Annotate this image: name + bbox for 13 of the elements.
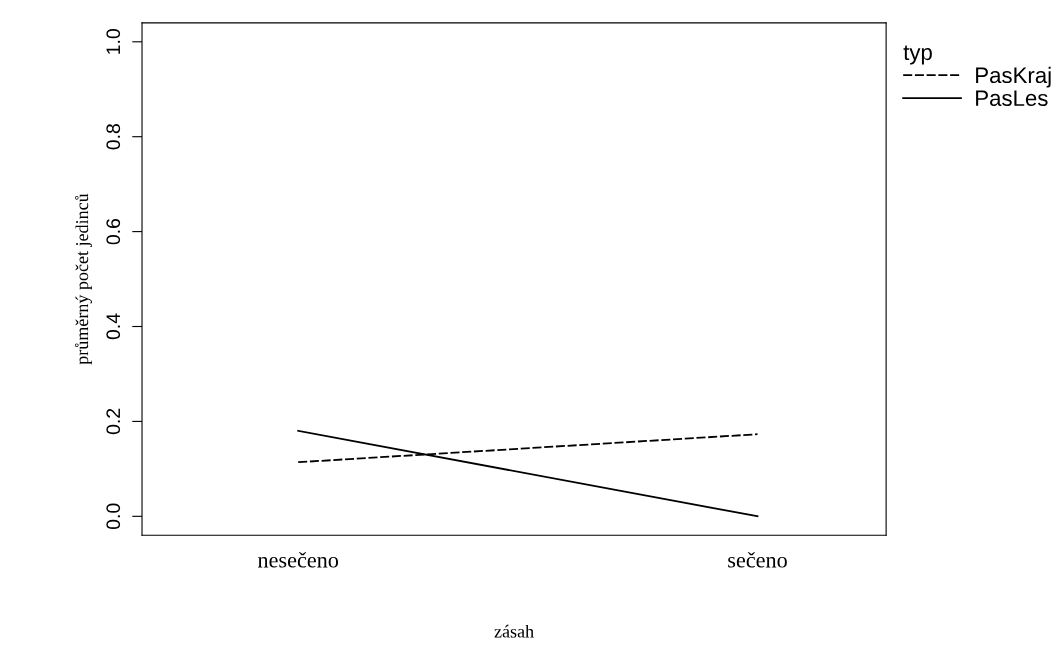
y-tick-label: 0.6	[106, 218, 121, 245]
legend-label: PasLes	[976, 90, 1048, 107]
y-tick-label: 0.2	[106, 408, 121, 435]
y-tick-label: 1.0	[106, 29, 121, 54]
legend-title: typ	[903, 45, 932, 65]
x-axis-title: zásah	[494, 624, 534, 638]
y-tick-label: 0.4	[106, 313, 121, 340]
x-tick-label: nesečeno	[257, 551, 339, 568]
x-tick-label: sečeno	[728, 551, 787, 568]
y-tick-label: 0.8	[106, 124, 121, 150]
y-axis-title: průměrný počet jedinců	[74, 193, 92, 365]
legend-label: PasKraj	[976, 66, 1051, 88]
y-tick-label: 0.0	[106, 503, 121, 530]
